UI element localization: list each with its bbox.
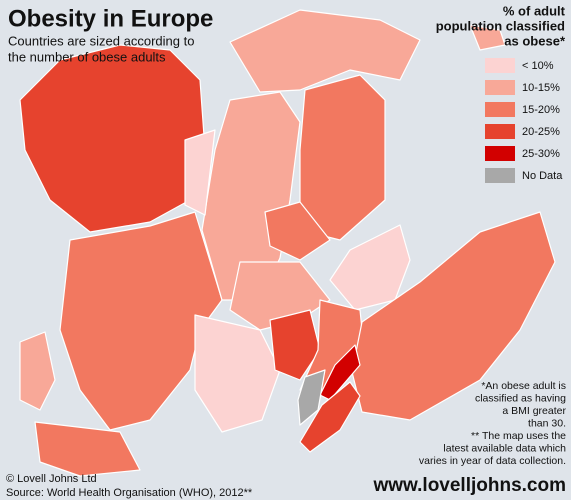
legend-swatch [485,124,515,139]
region [264,201,331,261]
region [299,74,386,241]
region [194,314,281,433]
note: ** The map uses the [471,430,566,442]
region [319,344,361,401]
note: a BMI greater [502,405,566,417]
region [269,309,321,381]
region [469,24,506,51]
legend-swatch [485,58,515,73]
cartogram [19,9,556,477]
title: Obesity in Europe [8,5,213,32]
legend-swatch [485,168,515,183]
region [59,211,223,431]
subtitle: the number of obese adults [8,49,166,64]
source: Source: World Health Organisation (WHO),… [6,487,253,499]
legend-swatch [485,102,515,117]
legend-swatch [485,146,515,161]
legend-title: population classified [436,18,565,33]
legend-label: 15-20% [522,104,560,116]
note: latest available data which [443,442,566,454]
legend-label: 10-15% [522,82,560,94]
region [297,369,326,426]
legend-swatch [485,80,515,95]
legend-label: < 10% [522,60,554,72]
region [184,129,216,216]
note: than 30. [528,417,566,429]
legend-title: as obese* [504,33,566,48]
legend-title: % of adult [503,3,566,18]
region [299,381,361,453]
legend-label: No Data [522,170,563,182]
note: varies in year of data collection. [419,455,566,467]
subtitle: Countries are sized according to [8,33,194,48]
legend-label: 20-25% [522,126,560,138]
website: www.lovelljohns.com [373,475,567,496]
note: classified as having [475,392,566,404]
region [19,331,56,411]
note: *An obese adult is [481,380,566,392]
region [34,421,141,477]
legend-label: 25-30% [522,148,560,160]
copyright: © Lovell Johns Ltd [6,473,97,485]
region [229,9,421,93]
